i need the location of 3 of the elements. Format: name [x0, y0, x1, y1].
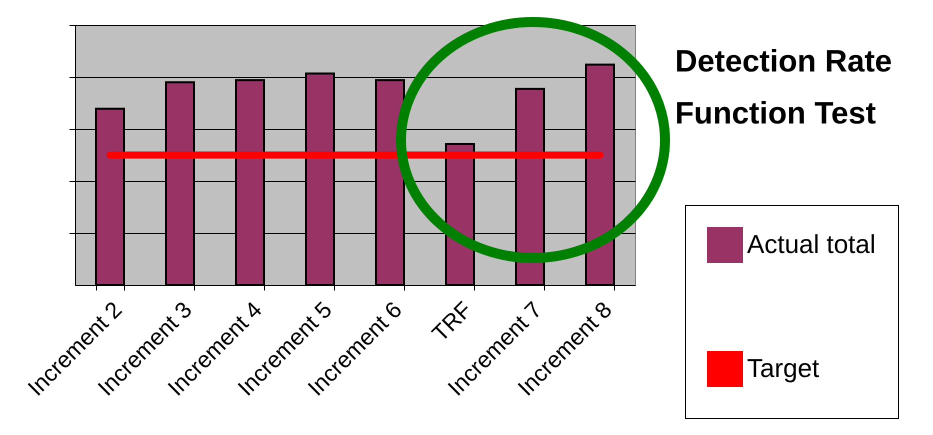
- legend-label: Actual total: [747, 229, 876, 259]
- legend-label: Target: [747, 353, 820, 383]
- text: Detection Rate Function Test: [675, 44, 892, 130]
